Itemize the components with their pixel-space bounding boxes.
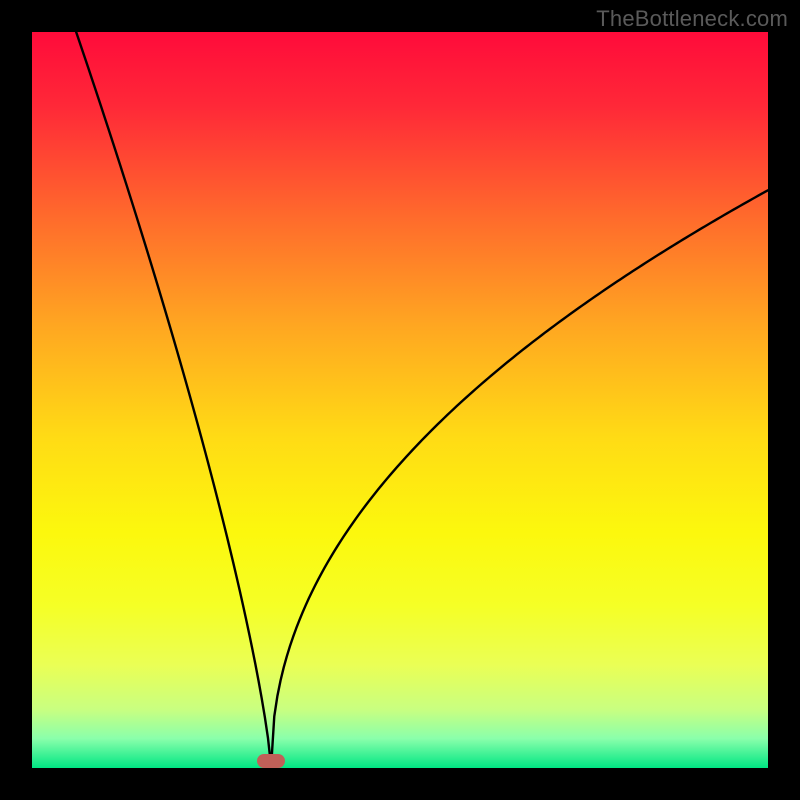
plot-area [32,32,768,768]
optimum-marker [257,754,285,768]
bottleneck-curve [32,32,768,768]
watermark-text: TheBottleneck.com [596,6,788,32]
